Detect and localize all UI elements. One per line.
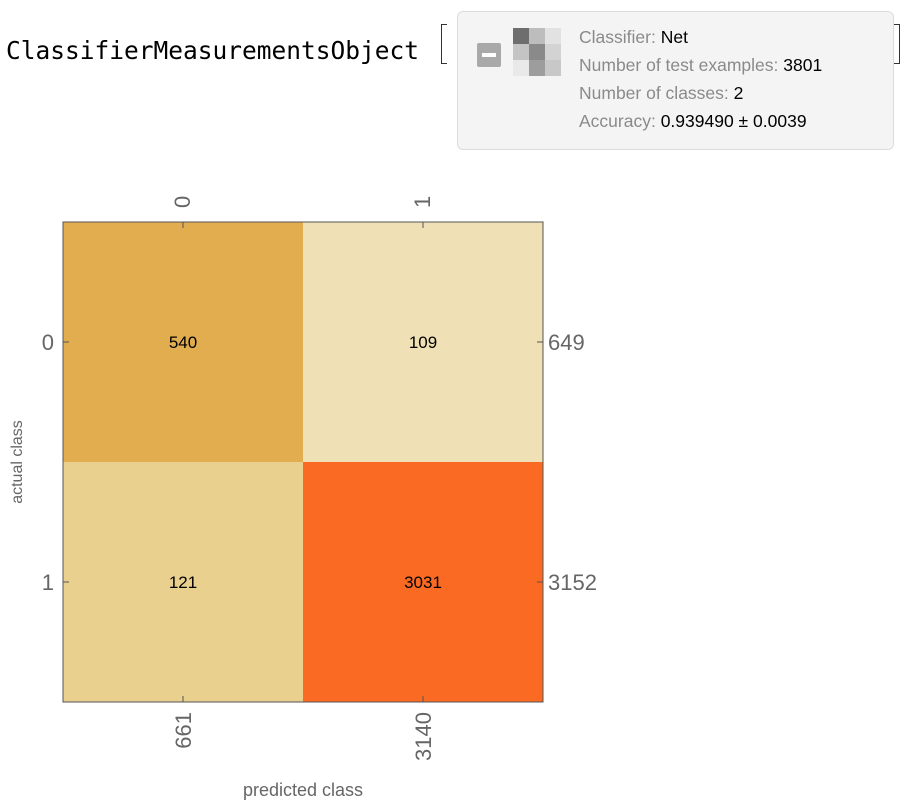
classes-line: Number of classes: 2 xyxy=(579,83,743,104)
examples-line: Number of test examples: 3801 xyxy=(579,55,822,76)
examples-value: 3801 xyxy=(783,55,823,75)
classes-value: 2 xyxy=(733,83,744,103)
thumbnail-cell xyxy=(529,60,545,76)
classifier-value: Net xyxy=(660,27,688,47)
classes-label: Number of classes: xyxy=(579,83,729,103)
object-name: ClassifierMeasurementsObject xyxy=(6,36,420,65)
classifier-line: Classifier: Net xyxy=(579,27,688,48)
cell-value-label: 109 xyxy=(409,333,437,352)
confusion-matrix-chart: 540 109 121 3031 0 661 1 3140 0 649 1 3152 predicted… xyxy=(9,196,597,800)
thumbnail-cell xyxy=(513,60,529,76)
matrix-cell xyxy=(63,222,303,462)
thumbnail-cell xyxy=(545,60,561,76)
matrix-cell xyxy=(303,462,543,702)
thumbnail-cell xyxy=(529,44,545,60)
thumbnail-cell xyxy=(513,28,529,44)
plot-frame xyxy=(62,221,544,703)
x-category-label: 1 xyxy=(410,196,435,208)
thumbnail-cell xyxy=(545,44,561,60)
cell-value-label: 540 xyxy=(169,333,197,352)
x-axis-title: predicted class xyxy=(243,780,363,800)
collapse-button[interactable] xyxy=(477,43,501,67)
row-total-label: 649 xyxy=(548,330,585,355)
thumbnail-cell xyxy=(529,28,545,44)
y-category-label: 1 xyxy=(42,570,54,595)
x-category-label: 0 xyxy=(170,196,195,208)
column-total-label: 661 xyxy=(171,712,196,749)
thumbnail-cell xyxy=(513,44,529,60)
thumbnail-cell xyxy=(545,28,561,44)
cell-value-label: 121 xyxy=(169,573,197,592)
matrix-cell xyxy=(63,462,303,702)
y-category-label: 0 xyxy=(42,330,54,355)
accuracy-label: Accuracy: xyxy=(579,111,656,131)
examples-label: Number of test examples: xyxy=(579,55,779,75)
minus-icon xyxy=(482,53,496,57)
column-total-label: 3140 xyxy=(411,712,436,761)
summary-panel: Classifier: Net Number of test examples:… xyxy=(457,11,894,150)
accuracy-line: Accuracy: 0.939490 ± 0.0039 xyxy=(579,111,807,132)
matrix-cell xyxy=(303,222,543,462)
row-total-label: 3152 xyxy=(548,570,597,595)
classifier-label: Classifier: xyxy=(579,27,656,47)
y-axis-title: actual class xyxy=(9,420,26,504)
right-bracket xyxy=(894,24,900,64)
cell-value-label: 3031 xyxy=(404,573,442,592)
confusion-matrix-thumbnail-icon xyxy=(513,28,561,76)
left-bracket xyxy=(441,24,447,64)
accuracy-value: 0.939490 ± 0.0039 xyxy=(660,111,807,131)
